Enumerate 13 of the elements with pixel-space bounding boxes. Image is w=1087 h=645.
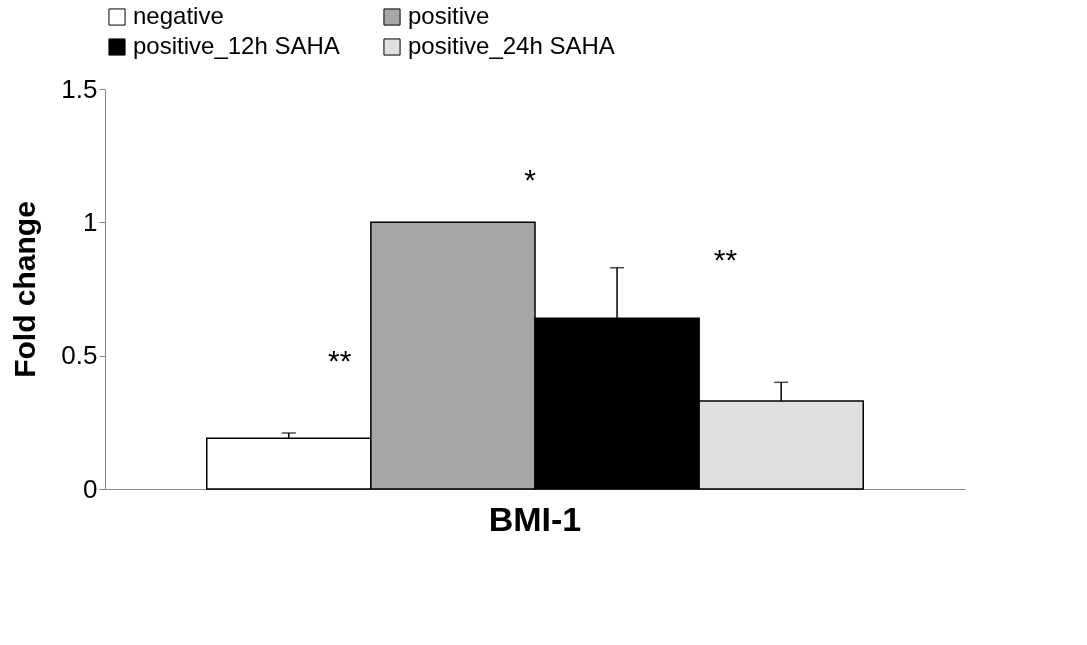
x-tick-label: BMI-1 (488, 499, 582, 538)
y-axis-title: Fold change (8, 201, 42, 378)
y-tick-label: 0 (83, 473, 98, 504)
legend-label: positive_24h SAHA (408, 32, 615, 59)
annotation: * (524, 162, 537, 196)
legend-label: positive (408, 2, 490, 29)
y-tick-label: 1 (83, 206, 98, 237)
y-tick-label: 1.5 (61, 73, 98, 104)
annotation: ** (713, 242, 738, 276)
annotation: ** (328, 344, 352, 377)
legend-label: negative (133, 2, 224, 29)
y-tick-label: 0.5 (61, 340, 98, 371)
legend-label: positive_12h SAHA (133, 32, 340, 59)
